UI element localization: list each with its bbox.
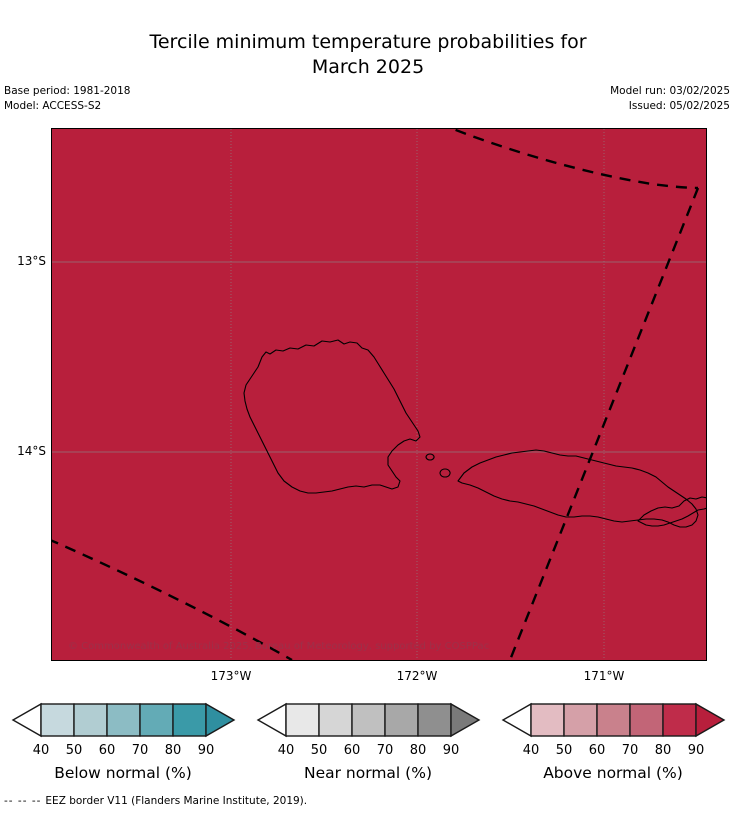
model-run-text: Model run: 03/02/2025	[610, 85, 730, 97]
model-text: Model: ACCESS-S2	[4, 100, 102, 112]
colorbar-under-arrow	[501, 702, 532, 738]
colorbar-tick-70: 70	[376, 743, 394, 758]
eez-border-layer	[52, 129, 700, 660]
colorbar-below-normal-swatches	[11, 702, 236, 738]
eez-dash-sample: -- -- --	[4, 795, 42, 807]
x-tick-label-171w: 171°W	[583, 669, 625, 683]
colorbar-near-normal-swatches	[256, 702, 481, 738]
colorbar-tick-80: 80	[409, 743, 427, 758]
y-tick-label-14s: 14°S	[17, 444, 46, 458]
colorbar-tick-50: 50	[555, 743, 573, 758]
colorbar-cell-70	[629, 703, 664, 737]
colorbar-cell-60	[106, 703, 141, 737]
colorbar-cell-70	[384, 703, 419, 737]
eez-legend-text: EEZ border V11 (Flanders Marine Institut…	[45, 795, 308, 807]
colorbar-under-arrow	[11, 702, 42, 738]
coastline-upolu	[457, 449, 699, 528]
colorbar-near-normal[interactable]: 40 50 60 70 80 90 Near normal (%)	[250, 698, 486, 782]
colorbar-cell-70	[139, 703, 174, 737]
colorbar-under-arrow	[256, 702, 287, 738]
colorbar-above-normal-caption: Above normal (%)	[543, 764, 683, 782]
coastline-layer	[243, 339, 706, 528]
eez-border-southwest	[52, 539, 293, 660]
colorbar-cell-80	[417, 703, 452, 737]
colorbar-below-normal-caption: Below normal (%)	[54, 764, 192, 782]
colorbar-below-normal[interactable]: 40 50 60 70 80 90 Below normal (%)	[5, 698, 241, 782]
metadata-right: Model run: 03/02/2025 Issued: 05/02/2025	[610, 84, 730, 114]
colorbar-tick-50: 50	[65, 743, 83, 758]
colorbar-near-normal-caption: Near normal (%)	[304, 764, 432, 782]
metadata-left: Base period: 1981-2018 Model: ACCESS-S2	[4, 84, 130, 114]
colorbar-over-arrow	[695, 702, 726, 738]
eez-border-east-diagonal	[508, 187, 700, 660]
base-period-text: Base period: 1981-2018	[4, 85, 131, 97]
colorbar-above-normal[interactable]: 40 50 60 70 80 90 Above normal (%)	[495, 698, 731, 782]
gridlines	[52, 129, 706, 660]
y-tick-label-13s: 13°S	[17, 254, 46, 268]
colorbar-tick-80: 80	[654, 743, 672, 758]
colorbar-above-normal-ticks: 40 50 60 70 80 90	[495, 743, 731, 761]
colorbar-tick-70: 70	[131, 743, 149, 758]
x-tick-label-173w: 173°W	[210, 669, 252, 683]
colorbar-above-normal-swatches	[501, 702, 726, 738]
colorbar-tick-90: 90	[197, 743, 215, 758]
probability-fill-layer	[52, 129, 706, 660]
colorbar-tick-80: 80	[164, 743, 182, 758]
map-canvas	[52, 129, 706, 660]
colorbar-tick-40: 40	[32, 743, 50, 758]
eez-border-north	[449, 129, 699, 190]
colorbar-tick-90: 90	[442, 743, 460, 758]
colorbar-near-normal-ticks: 40 50 60 70 80 90	[250, 743, 486, 761]
colorbar-cell-60	[351, 703, 386, 737]
colorbar-over-arrow	[205, 702, 236, 738]
map-panel[interactable]: © Commonwealth of Australia 2025, Bureau…	[51, 128, 707, 661]
page-title: Tercile minimum temperature probabilitie…	[0, 30, 736, 80]
x-tick-label-172w: 172°W	[396, 669, 438, 683]
colorbar-below-normal-ticks: 40 50 60 70 80 90	[5, 743, 241, 761]
colorbar-over-arrow	[450, 702, 481, 738]
colorbar-tick-70: 70	[621, 743, 639, 758]
eez-legend-footer: -- -- -- EEZ border V11 (Flanders Marine …	[4, 795, 307, 807]
page-title-line-1: Tercile minimum temperature probabilitie…	[149, 31, 587, 53]
coastline-savaii	[243, 339, 421, 494]
colorbar-cell-40	[530, 703, 565, 737]
colorbar-cell-60	[596, 703, 631, 737]
coastline-manono	[439, 468, 451, 478]
colorbar-cell-40	[285, 703, 320, 737]
colorbar-tick-50: 50	[310, 743, 328, 758]
colorbar-cell-80	[172, 703, 207, 737]
page-title-line-2: March 2025	[311, 56, 425, 78]
issued-text: Issued: 05/02/2025	[628, 100, 730, 112]
colorbar-tick-40: 40	[277, 743, 295, 758]
coastline-tutuila	[637, 496, 706, 527]
colorbar-cell-50	[73, 703, 108, 737]
colorbar-tick-40: 40	[522, 743, 540, 758]
colorbar-tick-60: 60	[588, 743, 606, 758]
colorbar-cell-50	[318, 703, 353, 737]
colorbar-tick-60: 60	[343, 743, 361, 758]
colorbar-tick-60: 60	[98, 743, 116, 758]
colorbar-cell-80	[662, 703, 697, 737]
colorbar-cell-40	[40, 703, 75, 737]
colorbar-tick-90: 90	[687, 743, 705, 758]
colorbar-cell-50	[563, 703, 598, 737]
coastline-apolima	[425, 453, 435, 461]
